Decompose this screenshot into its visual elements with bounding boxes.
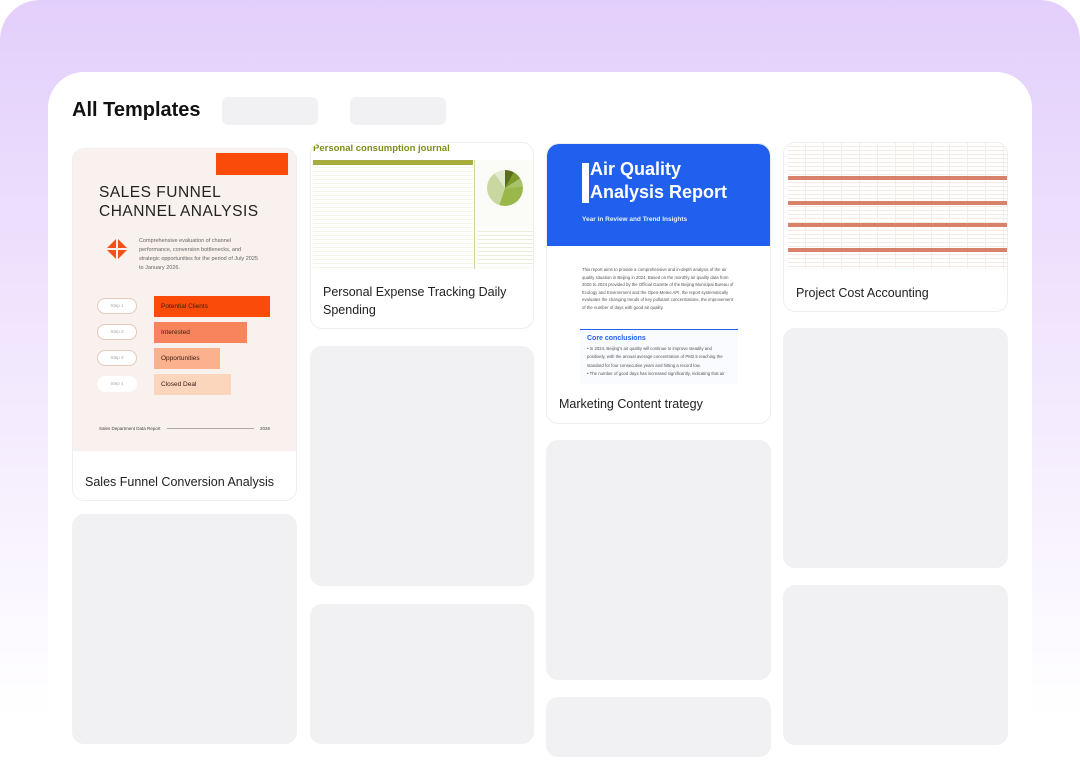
spreadsheet-summary [474, 160, 533, 269]
template-preview [784, 143, 1007, 270]
compass-logo-icon [107, 239, 127, 259]
template-label: Project Cost Accounting [796, 286, 929, 300]
preview-title: SALES FUNNEL CHANNEL ANALYSIS [99, 184, 259, 220]
template-card-expense-tracking[interactable]: Personal consumption journal Personal Ex… [310, 142, 534, 329]
preview-body: This report aims to provide a comprehens… [582, 267, 734, 310]
loading-placeholder-card [72, 514, 297, 744]
loading-placeholder-card [783, 585, 1008, 745]
preview-description: Comprehensive evaluation of channel perf… [139, 238, 258, 271]
template-preview: Personal consumption journal [311, 143, 533, 270]
loading-placeholder-card [783, 328, 1008, 568]
template-preview: SALES FUNNEL CHANNEL ANALYSIS Comprehensi… [73, 149, 296, 451]
loading-placeholder-card [310, 604, 534, 744]
core-conclusions: Core conclusions • In 2024, Beijing's ai… [580, 329, 738, 384]
loading-placeholder-card [546, 697, 771, 757]
funnel-bar: Closed Deal [154, 374, 231, 395]
funnel-bar: Interested [154, 322, 247, 343]
loading-placeholder-card [546, 440, 771, 680]
template-card-project-cost[interactable]: Project Cost Accounting [783, 142, 1008, 312]
template-card-marketing-content[interactable]: Air Quality Analysis Report Year in Revie… [546, 143, 771, 424]
filter-placeholder[interactable] [222, 97, 318, 125]
preview-footer: Sales Department Data Report 2026 [99, 426, 270, 431]
template-label: Sales Funnel Conversion Analysis [85, 475, 274, 489]
preview-title: Air Quality Analysis Report [590, 159, 728, 202]
template-label: Marketing Content trategy [559, 397, 703, 411]
preview-subtitle: Year in Review and Trend Insights [582, 216, 688, 223]
template-label: Personal Expense Tracking Daily Spending [323, 285, 507, 317]
preview-title: Personal consumption journal [313, 143, 450, 154]
pie-chart [487, 170, 523, 206]
filter-placeholder[interactable] [350, 97, 446, 125]
accent-block [216, 153, 288, 175]
step-label: Step 1 [97, 298, 137, 314]
step-label: Step 4 [97, 376, 137, 392]
funnel-bar: Potential Clients [154, 296, 270, 317]
step-label: Step 3 [97, 350, 137, 366]
template-preview: Air Quality Analysis Report Year in Revie… [547, 144, 770, 389]
spreadsheet-table [313, 160, 473, 269]
step-label: Step 2 [97, 324, 137, 340]
loading-placeholder-card [310, 346, 534, 586]
page-title: All Templates [72, 99, 201, 121]
template-card-sales-funnel[interactable]: SALES FUNNEL CHANNEL ANALYSIS Comprehensi… [72, 148, 297, 501]
funnel-bar: Opportunities [154, 348, 220, 369]
